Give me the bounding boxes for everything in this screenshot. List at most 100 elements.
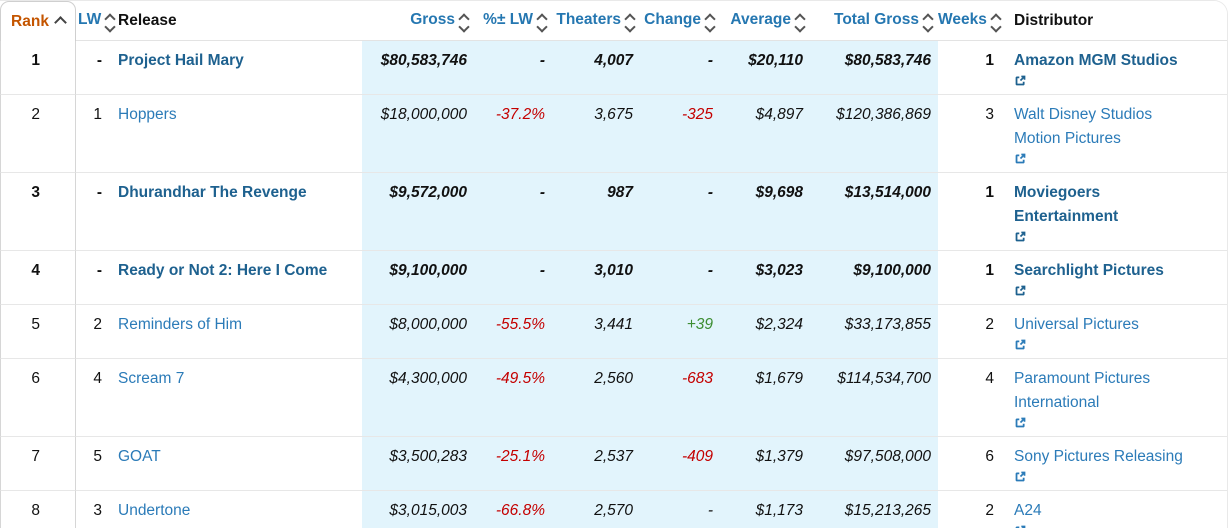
distributor-cell: Amazon MGM Studios (1002, 41, 1227, 95)
release-cell: GOAT (116, 437, 362, 491)
change-cell: - (640, 173, 720, 251)
distributor-cell: A24 (1002, 491, 1227, 528)
external-link-icon[interactable] (1014, 470, 1194, 483)
gross-cell: $9,572,000 (362, 173, 474, 251)
external-link-icon[interactable] (1014, 338, 1194, 351)
total-gross-cell: $15,213,265 (810, 491, 938, 528)
distributor-cell: Walt Disney Studios Motion Pictures (1002, 95, 1227, 173)
distributor-link[interactable]: Amazon MGM Studios (1014, 52, 1178, 69)
table-row: 6 4 Scream 7 $4,300,000 -49.5% 2,560 -68… (0, 359, 1227, 437)
release-link[interactable]: Dhurandhar The Revenge (118, 184, 307, 201)
external-link-icon[interactable] (1014, 416, 1194, 429)
release-cell: Project Hail Mary (116, 41, 362, 95)
gross-cell: $3,500,283 (362, 437, 474, 491)
release-cell: Scream 7 (116, 359, 362, 437)
release-link[interactable]: Scream 7 (118, 370, 185, 387)
theaters-cell: 3,441 (552, 305, 640, 359)
column-header-distributor: Distributor (1002, 1, 1227, 41)
average-cell: $4,897 (720, 95, 810, 173)
gross-cell: $9,100,000 (362, 251, 474, 305)
change-cell: - (640, 41, 720, 95)
change-cell: -409 (640, 437, 720, 491)
distributor-cell: Moviegoers Entertainment (1002, 173, 1227, 251)
table-row: 1 - Project Hail Mary $80,583,746 - 4,00… (0, 41, 1227, 95)
weeks-cell: 1 (938, 173, 1002, 251)
gross-cell: $80,583,746 (362, 41, 474, 95)
distributor-link[interactable]: Walt Disney Studios Motion Pictures (1014, 106, 1153, 147)
gross-cell: $4,300,000 (362, 359, 474, 437)
lw-cell: 5 (76, 437, 116, 491)
rank-cell: 7 (0, 437, 76, 491)
rank-cell: 4 (0, 251, 76, 305)
theaters-cell: 3,675 (552, 95, 640, 173)
column-header-change[interactable]: Change (640, 1, 720, 41)
theaters-cell: 987 (552, 173, 640, 251)
rank-cell: 6 (0, 359, 76, 437)
table-row: 7 5 GOAT $3,500,283 -25.1% 2,537 -409 $1… (0, 437, 1227, 491)
rank-cell: 3 (0, 173, 76, 251)
lw-cell: 4 (76, 359, 116, 437)
pct-lw-cell: -49.5% (474, 359, 552, 437)
distributor-link[interactable]: Moviegoers Entertainment (1014, 184, 1119, 225)
column-header-theaters[interactable]: Theaters (552, 1, 640, 41)
sort-ascending-icon (54, 15, 67, 29)
release-link[interactable]: Project Hail Mary (118, 52, 244, 69)
release-link[interactable]: Reminders of Him (118, 316, 243, 333)
release-link[interactable]: Undertone (118, 502, 191, 519)
distributor-cell: Searchlight Pictures (1002, 251, 1227, 305)
distributor-link[interactable]: Universal Pictures (1014, 316, 1139, 333)
release-link[interactable]: GOAT (118, 448, 161, 465)
release-cell: Hoppers (116, 95, 362, 173)
change-cell: +39 (640, 305, 720, 359)
sort-icon (704, 12, 716, 33)
sort-icon (624, 12, 636, 33)
column-header-average[interactable]: Average (720, 1, 810, 41)
external-link-icon[interactable] (1014, 74, 1194, 87)
distributor-link[interactable]: Searchlight Pictures (1014, 262, 1164, 279)
table-row: 5 2 Reminders of Him $8,000,000 -55.5% 3… (0, 305, 1227, 359)
rank-header-label[interactable]: Rank (11, 12, 49, 30)
table-row: 3 - Dhurandhar The Revenge $9,572,000 - … (0, 173, 1227, 251)
pct-lw-cell: - (474, 251, 552, 305)
lw-cell: - (76, 173, 116, 251)
pct-lw-cell: -37.2% (474, 95, 552, 173)
gross-cell: $18,000,000 (362, 95, 474, 173)
sort-icon (794, 12, 806, 33)
column-header-rank[interactable]: Rank (0, 1, 76, 41)
lw-cell: - (76, 41, 116, 95)
pct-lw-cell: - (474, 41, 552, 95)
change-cell: - (640, 491, 720, 528)
change-cell: -683 (640, 359, 720, 437)
distributor-cell: Universal Pictures (1002, 305, 1227, 359)
column-header-lw[interactable]: LW (76, 1, 116, 41)
column-header-total-gross[interactable]: Total Gross (810, 1, 938, 41)
external-link-icon[interactable] (1014, 284, 1194, 297)
external-link-icon[interactable] (1014, 152, 1194, 165)
weeks-cell: 2 (938, 305, 1002, 359)
external-link-icon[interactable] (1014, 230, 1194, 243)
distributor-link[interactable]: A24 (1014, 502, 1042, 519)
column-header-pct-lw[interactable]: %± LW (474, 1, 552, 41)
theaters-cell: 2,560 (552, 359, 640, 437)
release-link[interactable]: Ready or Not 2: Here I Come (118, 262, 328, 279)
theaters-cell: 2,570 (552, 491, 640, 528)
column-header-weeks[interactable]: Weeks (938, 1, 1002, 41)
change-cell: - (640, 251, 720, 305)
pct-lw-cell: -66.8% (474, 491, 552, 528)
average-cell: $1,679 (720, 359, 810, 437)
distributor-cell: Paramount Pictures International (1002, 359, 1227, 437)
external-link-icon[interactable] (1014, 524, 1194, 528)
distributor-cell: Sony Pictures Releasing (1002, 437, 1227, 491)
column-header-gross[interactable]: Gross (362, 1, 474, 41)
distributor-link[interactable]: Sony Pictures Releasing (1014, 448, 1183, 465)
total-gross-cell: $97,508,000 (810, 437, 938, 491)
distributor-link[interactable]: Paramount Pictures International (1014, 370, 1151, 411)
weeks-cell: 6 (938, 437, 1002, 491)
weeks-cell: 1 (938, 41, 1002, 95)
release-cell: Ready or Not 2: Here I Come (116, 251, 362, 305)
average-cell: $9,698 (720, 173, 810, 251)
theaters-cell: 2,537 (552, 437, 640, 491)
release-link[interactable]: Hoppers (118, 106, 177, 123)
sort-icon (458, 12, 470, 33)
